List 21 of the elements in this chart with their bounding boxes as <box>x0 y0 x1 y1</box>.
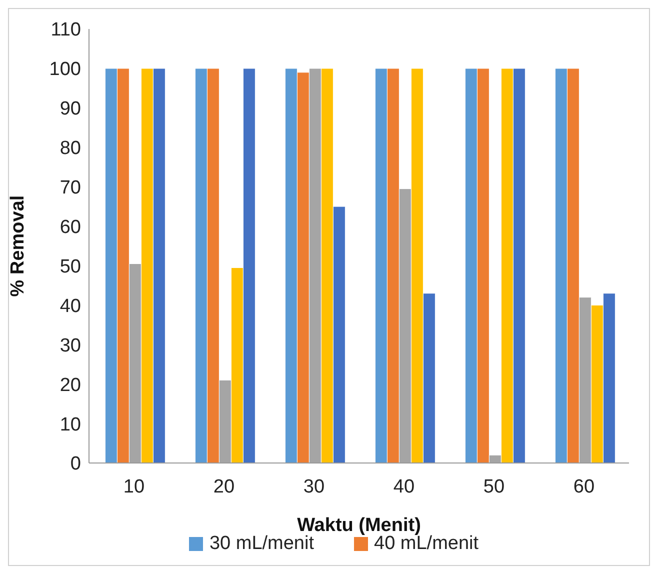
y-tick-label: 40 <box>60 296 81 317</box>
y-tick-label: 20 <box>60 374 81 396</box>
y-tick-label: 50 <box>60 256 81 278</box>
x-tick-label: 20 <box>213 476 235 498</box>
y-tick-label: 100 <box>49 59 81 80</box>
x-tick-label: 40 <box>393 476 415 498</box>
x-tick-label: 50 <box>483 476 505 498</box>
y-tick-label: 0 <box>70 454 81 475</box>
y-tick-label: 30 <box>60 335 81 356</box>
x-axis-title: Waktu (Menit) <box>297 515 421 536</box>
y-tick-label: 80 <box>60 138 81 160</box>
y-tick-label: 10 <box>60 414 81 436</box>
x-tick-label: 30 <box>303 476 325 498</box>
legend-label: 30 mL/menit <box>208 533 314 555</box>
y-axis-title: % Removal <box>8 195 29 297</box>
x-tick-label: 60 <box>573 476 595 498</box>
x-tick-label: 10 <box>123 476 145 498</box>
y-tick-label: 90 <box>60 98 81 120</box>
y-tick-label: 70 <box>60 178 81 199</box>
y-tick-label: 110 <box>50 20 81 41</box>
y-tick-label: 60 <box>60 217 81 238</box>
